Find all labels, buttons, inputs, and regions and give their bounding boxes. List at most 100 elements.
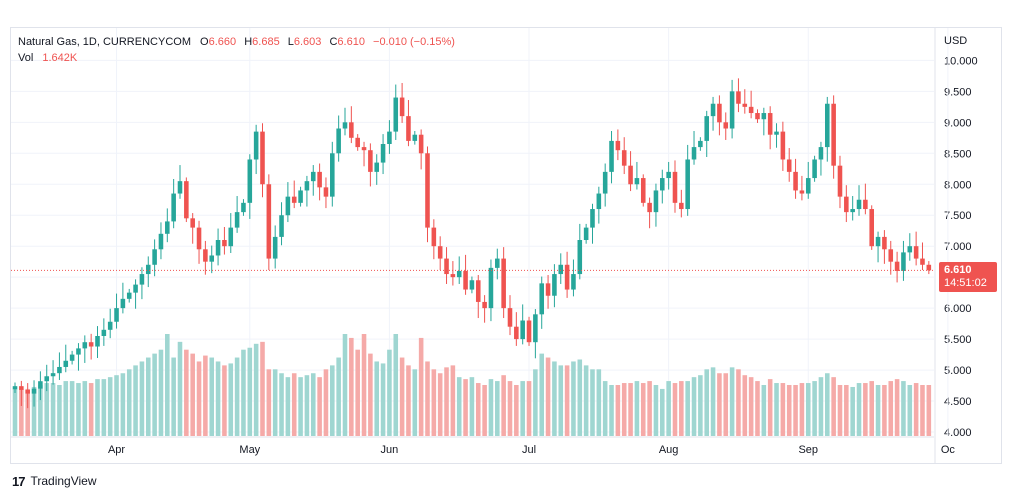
close-value: 6.610 [337, 36, 365, 48]
candle-body [374, 162, 380, 172]
candle-body [533, 314, 538, 343]
volume-bar [342, 334, 348, 436]
volume-bar [545, 357, 551, 436]
candle-body [863, 199, 868, 210]
y-tick-label: 4.000 [944, 427, 972, 439]
volume-bar [723, 373, 729, 436]
y-tick-label: 7.500 [944, 210, 972, 222]
x-tick-label: Jun [381, 444, 399, 456]
volume-bar [444, 367, 449, 436]
chart-frame[interactable] [10, 27, 1002, 464]
candle-body [44, 376, 50, 382]
volume-bar [190, 353, 195, 436]
candle-body [95, 336, 100, 347]
candle-body [304, 181, 310, 191]
volume-bar [609, 385, 614, 436]
volume-bar [450, 365, 456, 436]
candle-body [203, 249, 208, 262]
volume-bar [717, 373, 722, 436]
candle-body [228, 227, 234, 247]
candle-body [653, 190, 659, 213]
volume-bar [285, 377, 291, 436]
volume-bar [621, 383, 627, 436]
candle-body [691, 147, 697, 160]
candle-body [748, 106, 754, 114]
candle-body [679, 202, 684, 210]
candle-body [507, 308, 513, 327]
candle-body [907, 246, 913, 253]
candle-body [495, 258, 500, 268]
volume-bar [920, 385, 925, 436]
volume-bar [456, 377, 462, 436]
volume-bar [894, 379, 900, 436]
volume-bar [355, 349, 360, 436]
volume-bar [640, 383, 646, 436]
volume-bar [76, 383, 81, 436]
candle-body [247, 159, 253, 203]
volume-bar [469, 377, 475, 436]
candle-body [57, 366, 62, 374]
candle-body [926, 264, 932, 271]
volume-bar [799, 383, 805, 436]
candle-body [818, 147, 824, 160]
candle-body [786, 159, 792, 172]
y-tick-label: 10.000 [944, 55, 978, 67]
volume-bar [19, 388, 24, 436]
volume-bar [526, 381, 532, 436]
volume-bar [374, 361, 380, 436]
open-label: O [200, 36, 209, 48]
volume-bar [805, 383, 811, 436]
candle-body [260, 131, 265, 185]
volume-bar [564, 365, 570, 436]
volume-bar [786, 385, 792, 436]
currency-label: USD [944, 35, 967, 47]
volume-bar [602, 381, 608, 436]
candle-body [253, 131, 259, 160]
candle-body [184, 181, 189, 219]
volume-bar [679, 381, 684, 436]
candle-body [215, 240, 221, 256]
candle-body [241, 202, 246, 213]
volume-bar [63, 381, 69, 436]
candle-body [850, 209, 855, 213]
candle-body [399, 97, 405, 117]
candle-body [571, 274, 576, 290]
candle-body [12, 386, 18, 390]
ohlc-legend: Natural Gas, 1D, CURRENCYCOM O6.660 H6.6… [18, 36, 455, 48]
tradingview-logo-icon[interactable]: 17 [12, 473, 26, 489]
candle-body [520, 320, 525, 340]
candle-body [761, 113, 767, 120]
volume-bar [349, 337, 354, 436]
volume-bar [171, 357, 176, 436]
volume-bar [818, 377, 824, 436]
candle-body [698, 140, 703, 148]
volume-bar [260, 341, 265, 436]
candle-body [38, 381, 43, 389]
volume-bar [761, 385, 767, 436]
volume-bar [330, 365, 335, 436]
brand-name[interactable]: TradingView [30, 474, 97, 488]
volume-bar [755, 381, 760, 436]
candle-body [285, 196, 291, 216]
candle-body [209, 255, 215, 262]
candle-body [856, 199, 862, 210]
volume-bar [850, 386, 855, 436]
candle-body [114, 308, 119, 322]
volume-bar [126, 369, 132, 436]
volume-bar [380, 363, 386, 436]
volume-bar [634, 381, 640, 436]
volume-bar [272, 369, 278, 436]
candle-body [158, 233, 164, 250]
symbol-label[interactable]: Natural Gas, 1D, CURRENCYCOM [18, 36, 191, 48]
candle-body [450, 274, 456, 278]
volume-bar [875, 385, 881, 436]
volume-bar [291, 373, 297, 436]
candle-body [488, 267, 494, 309]
candle-body [317, 171, 322, 188]
candle-body [888, 249, 894, 262]
volume-bar [196, 361, 202, 436]
volume-bar [101, 379, 107, 436]
volume-bar [577, 359, 583, 436]
candle-body [894, 261, 900, 271]
